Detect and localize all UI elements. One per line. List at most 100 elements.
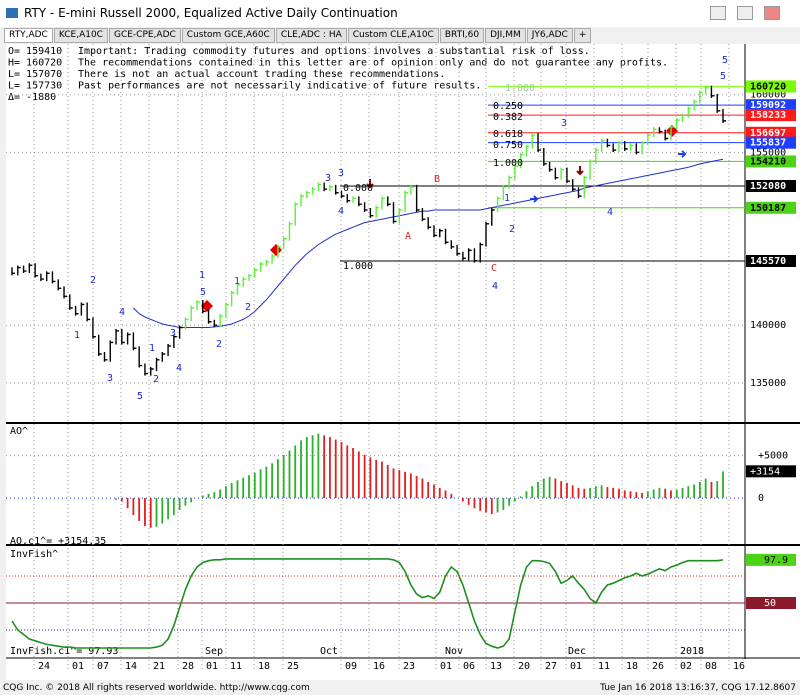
price-bar: [496, 196, 501, 212]
date-label: 20: [518, 661, 530, 672]
price-bar: [335, 184, 339, 195]
date-label: 01: [440, 661, 452, 672]
ao-bar: [201, 495, 204, 499]
copyright: CQG Inc. © 2018 All rights reserved worl…: [3, 683, 310, 693]
value-badge: [746, 553, 796, 566]
date-label: 11: [230, 661, 242, 672]
chart-annotation: 1: [199, 270, 205, 281]
date-label: 07: [97, 661, 109, 672]
ao-bar: [352, 448, 354, 499]
price-bar: [225, 302, 229, 318]
ohlc-readout: O= 159410: [8, 46, 62, 57]
ao-bar: [329, 437, 331, 499]
chart-annotation: 5: [720, 71, 726, 82]
ohlc-readout: L= 157070: [8, 69, 62, 80]
price-bar: [294, 202, 299, 226]
ao-bar: [213, 492, 216, 499]
price-bar: [600, 138, 605, 153]
maximize-button[interactable]: [737, 6, 753, 20]
ao-bar: [525, 491, 528, 499]
ao-bar: [681, 487, 684, 499]
price-bar: [22, 265, 27, 274]
date-label: 11: [598, 661, 610, 672]
price-bar: [138, 346, 143, 368]
tab[interactable]: RTY,ADC: [4, 28, 53, 43]
price-bar: [641, 141, 646, 155]
ao-bar: [334, 439, 337, 499]
tab[interactable]: +: [573, 28, 592, 43]
price-bar: [462, 251, 466, 261]
chart-annotation: 2: [245, 302, 251, 313]
y-tick-label: 160000: [750, 90, 786, 101]
ao-bar: [433, 484, 435, 499]
chart-annotation: 4: [492, 281, 498, 292]
price-bar: [306, 190, 310, 199]
price-bar: [652, 127, 657, 138]
price-bar: [190, 305, 195, 322]
price-bar: [479, 242, 484, 263]
price-bar: [167, 343, 172, 357]
ao-bar: [554, 478, 557, 499]
price-bar: [722, 108, 726, 123]
ao-bar: [277, 459, 279, 499]
chart-annotation: 5: [137, 391, 143, 402]
panel-readout: InvFish.c1^= 97.93: [10, 646, 118, 657]
price-bar: [358, 196, 362, 207]
price-bar: [554, 167, 559, 180]
price-bar: [86, 302, 91, 322]
price-bar: [583, 175, 588, 199]
tab[interactable]: BRTI,60: [439, 28, 485, 43]
ao-bar: [236, 480, 239, 499]
tab[interactable]: DJI,MM: [485, 28, 526, 43]
minimize-button[interactable]: [710, 6, 726, 20]
tab[interactable]: KCE,A10C: [53, 28, 108, 43]
price-bar: [109, 340, 114, 362]
ao-bar: [265, 466, 268, 499]
ao-bar: [386, 465, 389, 499]
ao-bar: [606, 487, 609, 499]
ao-bar: [184, 498, 187, 506]
chart-annotation: 3: [561, 118, 567, 129]
date-label: 23: [403, 661, 415, 672]
y-tick-label: 50: [764, 598, 776, 609]
ao-bar: [496, 498, 499, 513]
price-bar: [444, 228, 449, 245]
ao-bar: [548, 476, 551, 499]
price-bar: [612, 143, 617, 153]
price-bar: [277, 244, 281, 259]
ao-bar: [138, 498, 141, 521]
tab[interactable]: CLE,ADC : HA: [275, 28, 347, 43]
date-label: 09: [345, 661, 357, 672]
ao-bar: [485, 498, 487, 513]
price-bar: [456, 244, 461, 256]
price-bar: [560, 167, 565, 180]
tab[interactable]: JY6,ADC: [526, 28, 573, 43]
invfish-line: [11, 558, 724, 649]
tab[interactable]: Custom CLE,A10C: [347, 28, 439, 43]
chart-annotation: 4: [607, 207, 613, 218]
price-tag-label: 156697: [750, 128, 786, 139]
price-tag-label: 158233: [750, 110, 786, 121]
tab[interactable]: Custom GCE,A60C: [181, 28, 275, 43]
chart-annotation: 1: [504, 193, 510, 204]
price-bar: [589, 159, 594, 180]
ao-bar: [646, 491, 649, 499]
ao-bar: [490, 498, 493, 515]
price-tag: [746, 179, 796, 192]
ao-bar: [623, 490, 626, 499]
tab[interactable]: GCE-CPE,ADC: [108, 28, 181, 43]
ao-bar: [340, 442, 343, 499]
price-bar: [624, 141, 628, 151]
price-bar: [184, 317, 189, 330]
ao-bar: [144, 498, 146, 527]
panel-label: InvFish^: [10, 549, 58, 560]
price-bar: [433, 225, 437, 238]
price-bar: [17, 265, 21, 276]
close-button[interactable]: [764, 6, 780, 20]
ao-bar: [571, 485, 574, 499]
ao-bar: [421, 478, 424, 499]
price-bar: [439, 228, 443, 238]
price-bar: [126, 332, 131, 345]
price-bar: [658, 127, 663, 134]
month-label: Oct: [320, 646, 338, 657]
